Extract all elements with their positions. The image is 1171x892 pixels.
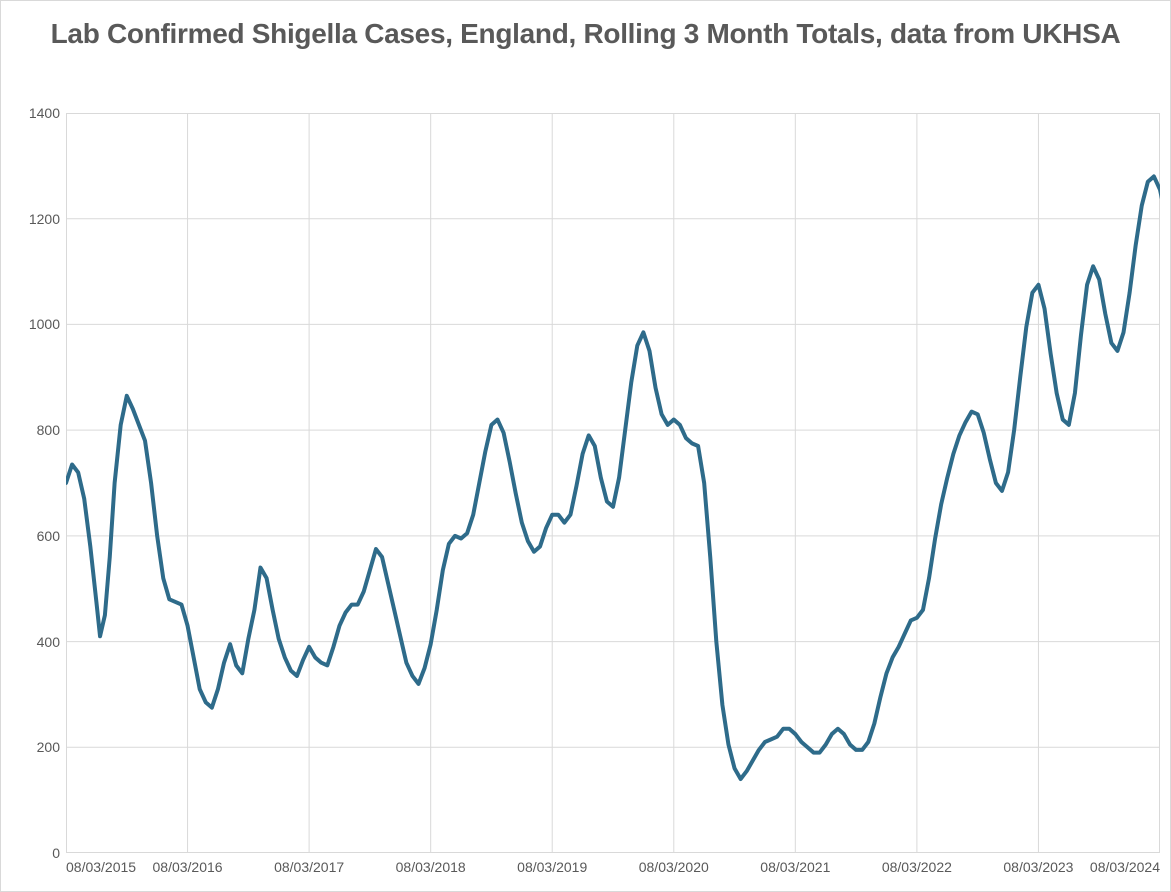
y-tick-label: 800 bbox=[37, 422, 66, 438]
plot-area: 020040060080010001200140008/03/201508/03… bbox=[66, 113, 1160, 853]
chart-title: Lab Confirmed Shigella Cases, England, R… bbox=[1, 17, 1170, 51]
x-tick-label: 08/03/2022 bbox=[882, 853, 952, 875]
x-tick-label: 08/03/2021 bbox=[760, 853, 830, 875]
x-tick-label: 08/03/2024 bbox=[1090, 853, 1160, 875]
x-tick-label: 08/03/2018 bbox=[396, 853, 466, 875]
y-tick-label: 1400 bbox=[29, 105, 66, 121]
y-tick-label: 0 bbox=[52, 845, 66, 861]
x-tick-label: 08/03/2020 bbox=[639, 853, 709, 875]
y-tick-label: 1200 bbox=[29, 211, 66, 227]
y-tick-label: 600 bbox=[37, 528, 66, 544]
data-line bbox=[66, 176, 1160, 779]
x-tick-label: 08/03/2019 bbox=[517, 853, 587, 875]
x-tick-label: 08/03/2015 bbox=[66, 853, 136, 875]
y-tick-label: 200 bbox=[37, 739, 66, 755]
x-tick-label: 08/03/2017 bbox=[274, 853, 344, 875]
y-tick-label: 400 bbox=[37, 634, 66, 650]
y-tick-label: 1000 bbox=[29, 316, 66, 332]
x-tick-label: 08/03/2016 bbox=[153, 853, 223, 875]
chart-container: Lab Confirmed Shigella Cases, England, R… bbox=[0, 0, 1171, 892]
chart-svg bbox=[66, 113, 1160, 853]
x-tick-label: 08/03/2023 bbox=[1003, 853, 1073, 875]
